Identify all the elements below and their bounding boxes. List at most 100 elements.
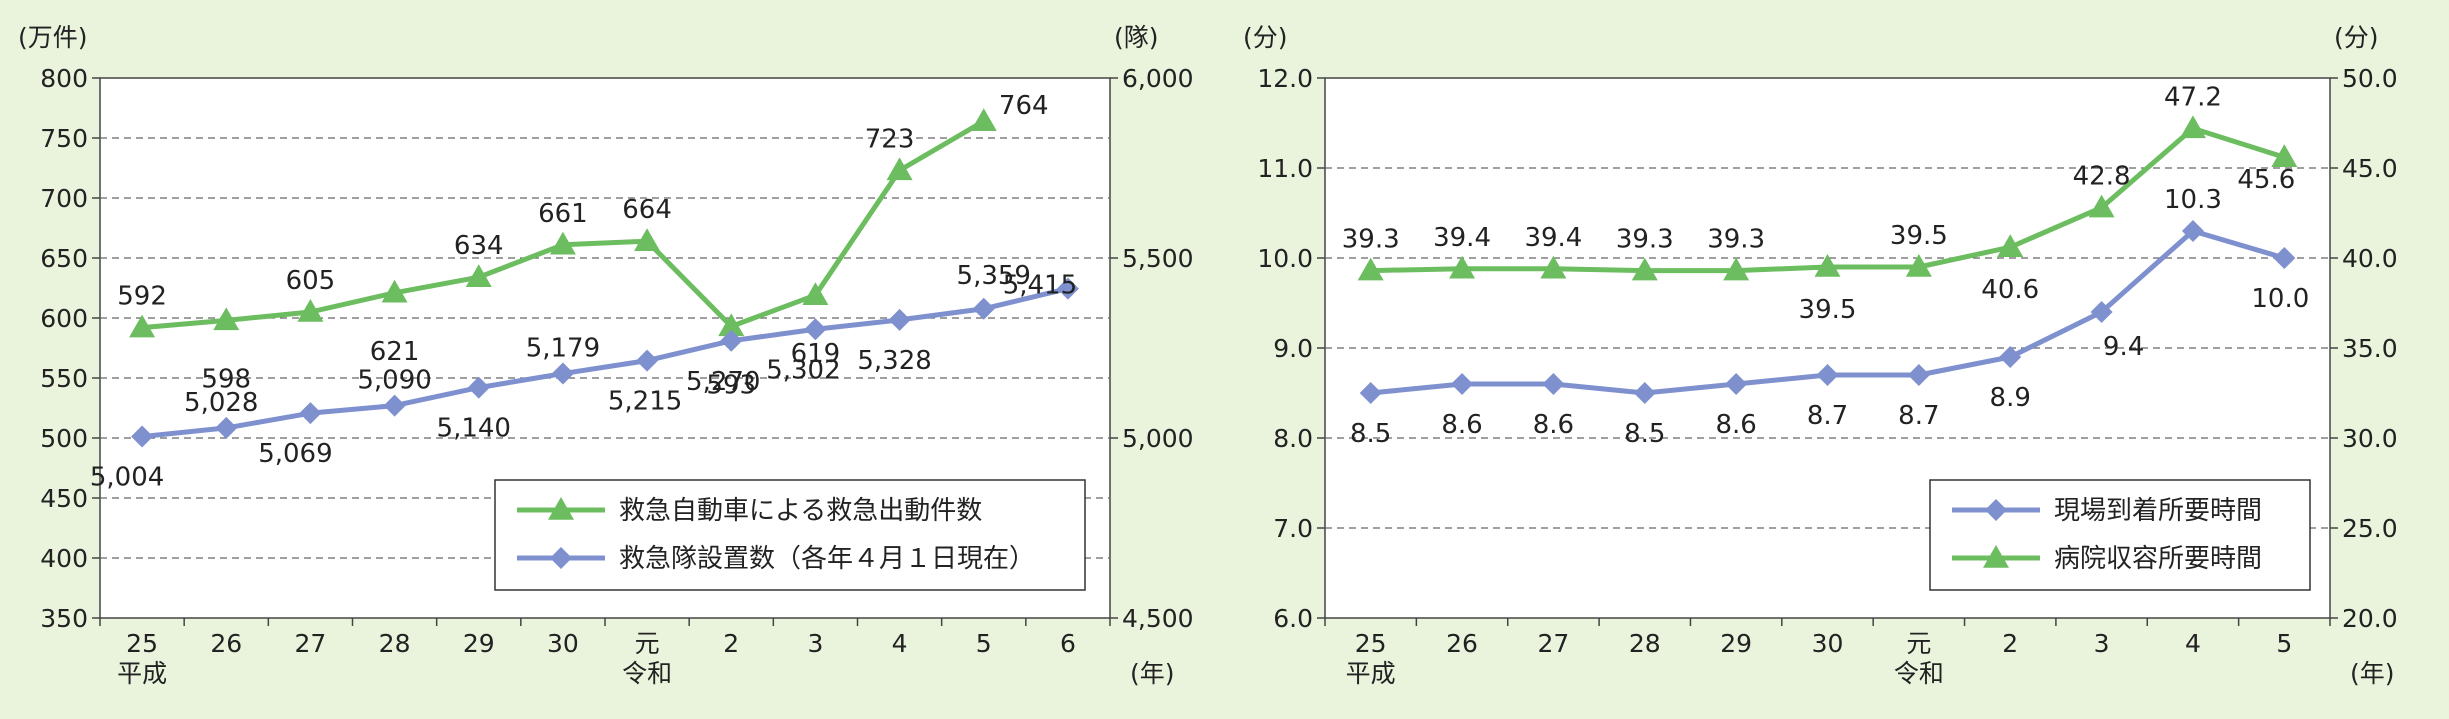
data-point: [970, 108, 997, 131]
data-label: 39.3: [1342, 225, 1400, 255]
data-point: [972, 297, 995, 320]
data-label: 42.8: [2073, 162, 2131, 192]
data-point: [1449, 255, 1476, 279]
right-tick-label: 50.0: [2342, 64, 2398, 93]
left-axis-unit: (分): [1243, 23, 1288, 52]
x-tick-label: 2: [723, 629, 739, 658]
right-tick-label: 4,500: [1122, 604, 1194, 633]
left-tick-label: 650: [40, 244, 88, 273]
data-point: [551, 362, 574, 385]
legend-label: 救急隊設置数（各年４月１日現在）: [619, 544, 1035, 574]
data-point: [2181, 220, 2204, 242]
left-tick-label: 450: [40, 484, 88, 513]
era-label: 平成: [1346, 659, 1396, 688]
data-point: [2090, 301, 2113, 323]
chart-dispatch-and-units: 800 750 700 650 600 550 500 450 400 350 6,000 5,500…: [18, 23, 1194, 688]
series-0: 592 598 605 621 634 661 664 593 619 723 764: [117, 91, 1048, 400]
x-tick-label: 3: [807, 629, 823, 658]
data-point: [1359, 382, 1382, 404]
data-label: 5,215: [608, 387, 682, 417]
data-label: 39.4: [1524, 223, 1582, 253]
data-point: [1907, 364, 1930, 386]
data-point: [634, 228, 661, 251]
left-tick-label: 9.0: [1273, 334, 1313, 363]
legend-label: 病院収容所要時間: [2054, 544, 2262, 574]
left-tick-label: 12.0: [1257, 64, 1313, 93]
data-point: [383, 394, 406, 417]
left-tick-label: 750: [40, 124, 88, 153]
series-0: 8.5 8.6 8.6 8.5 8.6 8.7 8.7 8.9 9.4 10.3 10.0: [1350, 185, 2309, 449]
data-label: 8.5: [1350, 419, 1391, 449]
data-point: [718, 313, 745, 337]
x-tick-label: 26: [210, 629, 242, 658]
left-tick-label: 700: [40, 184, 88, 213]
x-tick-label: 元: [1906, 629, 1931, 658]
data-label: 5,328: [857, 346, 931, 376]
data-point: [297, 299, 324, 322]
right-tick-label: 35.0: [2342, 334, 2398, 363]
data-point: [804, 318, 827, 341]
data-point: [1631, 257, 1658, 281]
era-label: 令和: [1894, 659, 1944, 688]
data-point: [1905, 254, 1932, 277]
data-point: [215, 416, 238, 439]
legend-label: 救急自動車による救急出動件数: [619, 496, 982, 526]
data-point: [465, 264, 492, 287]
left-tick-label: 400: [40, 544, 88, 573]
right-tick-label: 30.0: [2342, 424, 2398, 453]
data-point: [1723, 257, 1750, 281]
data-label: 9.4: [2103, 332, 2144, 362]
era-label: 令和: [622, 659, 672, 688]
x-tick-label: 27: [1538, 629, 1570, 658]
x-axis-unit: (年): [2350, 659, 2395, 688]
data-label: 634: [454, 231, 504, 261]
series-line: [141, 286, 1069, 440]
legend-swatch-marker: [548, 497, 574, 520]
data-point: [1814, 254, 1841, 277]
x-tick-label: 25: [1355, 629, 1387, 658]
data-label: 661: [538, 199, 588, 229]
x-tick-label: 28: [1629, 629, 1661, 658]
data-point: [1540, 255, 1567, 279]
data-point: [886, 157, 913, 181]
data-label: 8.6: [1533, 410, 1574, 440]
x-tick-label: 4: [892, 629, 908, 658]
legend-swatch-marker: [1985, 499, 2007, 521]
data-label: 5,359: [957, 261, 1031, 291]
data-point: [1999, 346, 2022, 368]
left-tick-label: 800: [40, 64, 88, 93]
data-label: 592: [117, 282, 167, 312]
x-tick-label: 25: [126, 629, 158, 658]
x-tick-label: 26: [1446, 629, 1478, 658]
data-label: 8.5: [1624, 419, 1665, 449]
left-tick-label: 500: [40, 424, 88, 453]
data-point: [1451, 373, 1474, 395]
data-label: 605: [286, 266, 336, 296]
x-axis-unit: (年): [1130, 659, 1175, 688]
data-label: 39.3: [1616, 225, 1674, 255]
data-label: 598: [201, 364, 251, 394]
data-label: 664: [622, 195, 672, 225]
data-label: 619: [791, 339, 841, 369]
x-tick-label: 5: [2276, 629, 2292, 658]
x-tick-label: 29: [463, 629, 495, 658]
data-point: [129, 314, 156, 338]
data-label: 621: [370, 337, 420, 367]
series-1: 39.3 39.4 39.4 39.3 39.3 39.5 39.5 40.6 42.8 47.2…: [1342, 82, 2298, 325]
left-tick-label: 550: [40, 364, 88, 393]
x-tick-label: 5: [976, 629, 992, 658]
data-label: 8.6: [1715, 410, 1756, 440]
data-point: [636, 349, 659, 372]
x-tick-label: 6: [1060, 629, 1076, 658]
data-point: [2273, 247, 2296, 269]
x-tick-label: 元: [635, 629, 660, 658]
data-label: 5,270: [686, 367, 760, 397]
data-point: [1633, 382, 1656, 404]
data-label: 8.6: [1441, 410, 1482, 440]
left-tick-label: 10.0: [1257, 244, 1313, 273]
data-label: 5,179: [526, 334, 600, 364]
data-point: [1997, 234, 2024, 257]
right-tick-label: 40.0: [2342, 244, 2398, 273]
